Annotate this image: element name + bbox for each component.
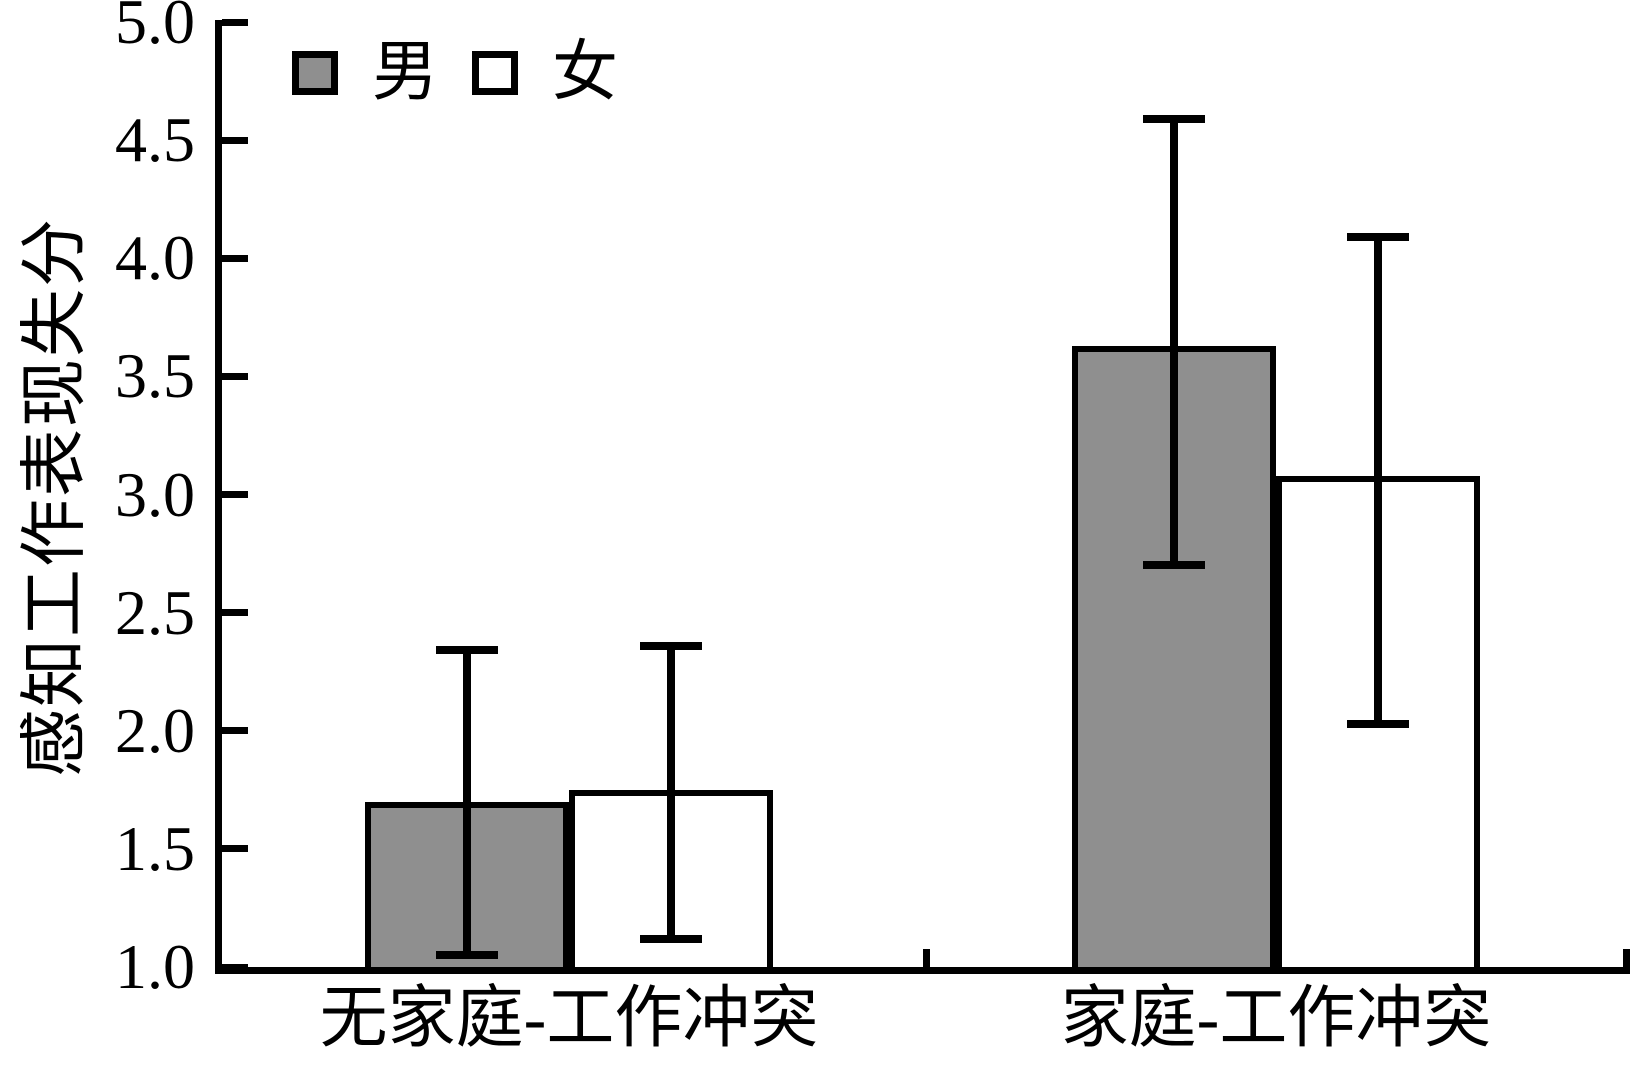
y-tick-1.5 <box>222 845 248 853</box>
y-tick-label-2.0: 2.0 <box>115 694 195 766</box>
errorbar-cap-bottom-male-0 <box>435 951 498 960</box>
y-tick-3.5 <box>222 372 248 380</box>
errorbar-cap-top-male-0 <box>435 646 498 655</box>
legend-label-female: 女 <box>552 36 618 109</box>
x-tick-1 <box>922 949 930 967</box>
legend-label-male: 男 <box>372 36 438 109</box>
y-tick-label-2.5: 2.5 <box>115 576 195 648</box>
y-tick-label-4.5: 4.5 <box>115 104 195 176</box>
errorbar-cap-bottom-female-0 <box>639 934 702 943</box>
errorbar-cap-bottom-female-1 <box>1347 719 1410 728</box>
y-tick-2.0 <box>222 727 248 735</box>
x-tick-2 <box>1623 949 1630 967</box>
y-tick-5.0 <box>222 18 248 26</box>
y-tick-label-5.0: 5.0 <box>115 0 195 57</box>
y-tick-2.5 <box>222 609 248 617</box>
y-tick-label-4.0: 4.0 <box>115 222 195 294</box>
errorbar-cap-bottom-male-1 <box>1143 561 1206 570</box>
y-tick-1.0 <box>222 963 248 971</box>
category-label-no-conflict: 无家庭-工作冲突 <box>319 980 819 1056</box>
legend-swatch-female <box>472 51 518 95</box>
y-tick-label-3.0: 3.0 <box>115 458 195 530</box>
errorbar-line-female-0 <box>666 645 675 939</box>
y-tick-label-1.5: 1.5 <box>115 812 195 884</box>
errorbar-cap-top-female-1 <box>1347 232 1410 241</box>
y-axis-line <box>215 20 222 974</box>
legend-swatch-male <box>292 51 338 95</box>
errorbar-line-male-1 <box>1170 118 1179 566</box>
y-tick-3.0 <box>222 491 248 498</box>
category-label-conflict: 家庭-工作冲突 <box>1060 980 1492 1056</box>
errorbar-cap-top-female-0 <box>639 641 702 650</box>
y-tick-4.0 <box>222 254 248 262</box>
y-tick-label-1.0: 1.0 <box>115 931 195 1002</box>
errorbar-line-female-1 <box>1374 236 1383 724</box>
legend: 男 女 <box>292 40 618 106</box>
x-axis-line <box>215 967 1630 974</box>
y-tick-label-3.5: 3.5 <box>115 340 195 412</box>
y-tick-4.5 <box>222 136 248 144</box>
errorbar-cap-top-male-1 <box>1143 114 1206 123</box>
errorbar-line-male-0 <box>462 650 471 956</box>
